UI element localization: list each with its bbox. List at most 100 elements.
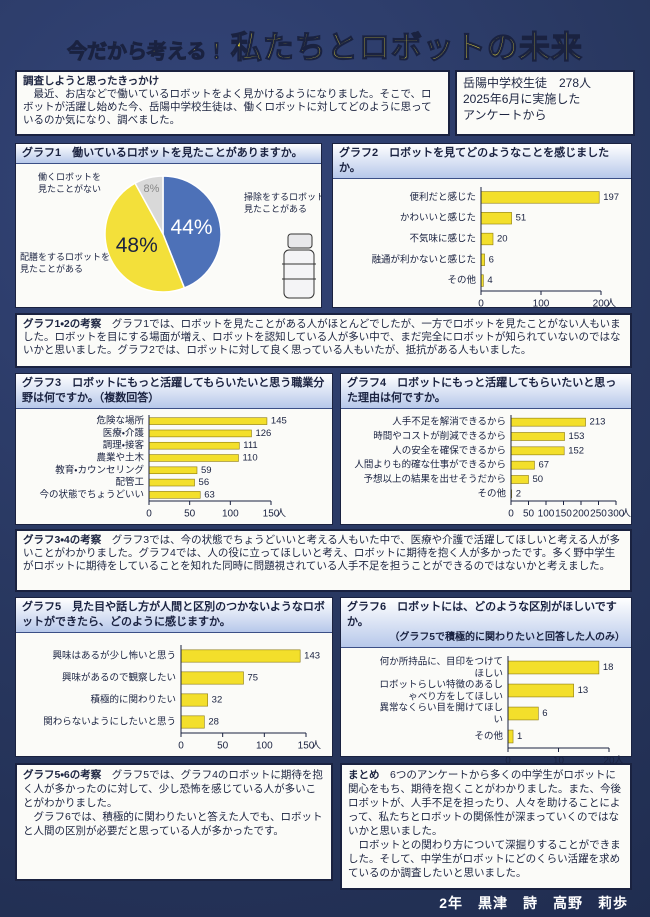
value-label: 51 — [516, 213, 527, 224]
value-label: 18 — [603, 662, 614, 673]
bar — [180, 715, 205, 729]
x-tick-label: 200 — [573, 509, 590, 520]
pie-value-label: 8% — [144, 183, 160, 195]
category-label: 調理・接客 — [103, 439, 145, 451]
x-axis-label: 人 — [614, 756, 624, 767]
bar — [480, 212, 512, 225]
x-tick-label: 50 — [523, 509, 535, 520]
value-label: 63 — [204, 489, 215, 500]
x-tick-label: 100 — [256, 741, 273, 752]
title: 今だから考える！ 私たちとロボットの未来 — [0, 22, 650, 67]
pie-slice — [104, 182, 186, 293]
intro-heading: 調査しようと思ったきっかけ — [23, 75, 160, 87]
category-label: ロボットらしい特徴のあるしゃべり方をしてほしい — [379, 678, 503, 702]
x-tick-label: 50 — [184, 509, 196, 520]
bar — [180, 671, 244, 685]
category-label: 人の安全を確保できるから — [392, 444, 506, 456]
bar — [480, 232, 494, 246]
value-label: 20 — [497, 234, 508, 245]
value-label: 6 — [489, 254, 494, 265]
bar — [510, 417, 586, 427]
x-tick-label: 10 — [553, 756, 565, 767]
robot-head — [287, 233, 313, 249]
bar — [148, 466, 198, 475]
chart-title: グラフ3 ロボットにもっと活躍してもらいたいと思う職業分野は何ですか。（複数回答… — [16, 374, 332, 409]
title-lead: 今だから考える！ — [67, 41, 227, 64]
x-axis-label: 人 — [606, 299, 616, 310]
value-label: 32 — [212, 695, 223, 706]
value-label: 111 — [243, 440, 257, 451]
category-label: 配管工 — [115, 476, 144, 488]
chart-title: グラフ1 働いているロボットを見たことがありますか。 — [16, 144, 321, 164]
x-tick-label: 0 — [508, 509, 514, 520]
category-label: その他 — [447, 274, 476, 286]
chart-panel: グラフ2 ロボットを見てどのようなことを感じましたか。 便利だと感じた 197 かわ… — [332, 143, 632, 310]
pie-category-label: 働くロボットを見たことがない — [38, 171, 101, 194]
chart-panel: グラフ3 ロボットにもっと活躍してもらいたいと思う職業分野は何ですか。（複数回答… — [15, 373, 333, 525]
bar — [480, 191, 600, 204]
discussion-body: グラフ5では、グラフ4のロボットに期待を抱く人が多かったのに対して、少し恐怖を感… — [23, 769, 323, 809]
x-tick-label: 150 — [555, 509, 572, 520]
x-axis-label: 人 — [621, 509, 631, 520]
summary-body: 6つのアンケートから多くの中学生がロボットに関心をもち、期待を抱くことがわかりま… — [348, 769, 621, 837]
x-tick-label: 0 — [505, 756, 511, 767]
intro-body: 最近、お店などで働いているロボットをよく見かけるようになりました。そこで、ロボッ… — [23, 88, 432, 126]
bar — [148, 491, 201, 499]
survey-box: 岳陽中学校生徒 278人 2025年6月に実施した アンケートから — [455, 70, 635, 136]
pie-value-label: 48% — [116, 234, 158, 257]
value-label: 197 — [603, 192, 619, 203]
summary-body: ロボットとの関わり方について深掘りすることができました。そして、中学生がロボット… — [348, 839, 621, 879]
pie-category-label: 配膳をするロボットを見たことがある — [20, 251, 110, 274]
value-label: 145 — [271, 416, 287, 427]
category-label: 融通が利かないと感じた — [371, 253, 476, 265]
value-label: 75 — [248, 673, 259, 684]
value-label: 13 — [578, 685, 589, 696]
value-label: 59 — [201, 465, 212, 476]
pie-slice — [134, 175, 164, 235]
category-label: かわいいと感じた — [400, 212, 476, 224]
category-label: 不気味に感じた — [409, 233, 476, 245]
chart-title: グラフ2 ロボットを見てどのようなことを感じましたか。 — [333, 144, 631, 179]
chart-panel: グラフ5 見た目や話し方が人間と区別のつかないようなロボットができたら、どのよう… — [15, 597, 333, 757]
bar — [510, 432, 565, 441]
category-label: 医療・介護 — [103, 427, 145, 439]
chart-panel: グラフ4 ロボットにもっと活躍してもらいたいと思った理由は何ですか。 人手不足を… — [340, 373, 632, 525]
value-label: 126 — [255, 428, 271, 439]
value-label: 153 — [569, 431, 585, 442]
x-tick-label: 150 — [263, 509, 280, 520]
pie-slice — [162, 175, 222, 289]
value-label: 56 — [199, 477, 210, 488]
value-label: 213 — [590, 417, 606, 428]
x-tick-label: 20 — [603, 756, 615, 767]
category-label: 興味はあるが少し怖いと思う — [52, 650, 176, 662]
summary-heading: まとめ — [348, 769, 380, 781]
chart: 興味はあるが少し怖いと思う 143 興味があるので観察したい 75 積極的に関わりたい 3… — [43, 645, 321, 752]
bar — [510, 460, 535, 470]
x-tick-label: 250 — [590, 509, 607, 520]
survey-line: 2025年6月に実施した — [463, 92, 581, 106]
chart-title: グラフ5 見た目や話し方が人間と区別のつかないようなロボットができたら、どのよう… — [16, 598, 332, 633]
title-main: 私たちとロボットの未来 — [230, 29, 583, 65]
category-label: 人間よりも的確な仕事ができるから — [354, 459, 506, 471]
summary-box: まとめ 6つのアンケートから多くの中学生がロボットに関心をもち、期待を抱くことが… — [340, 763, 632, 890]
category-label: その他 — [477, 487, 506, 499]
discussion-body: グラフ3では、今の状態でちょうどいいと考える人もいた中で、医療や介護で活躍してほ… — [23, 534, 621, 572]
summary-first: まとめ 6つのアンケートから多くの中学生がロボットに関心をもち、期待を抱くことが… — [348, 768, 624, 838]
discussion-first: グラフ5・6の考察 グラフ5では、グラフ4のロボットに期待を抱く人が多かったのに… — [23, 768, 325, 810]
chart-panel: グラフ1 働いているロボットを見たことがありますか。 44% 掃除をするロボットを… — [15, 143, 334, 308]
x-axis-label: 人 — [311, 741, 321, 752]
bar — [148, 441, 240, 450]
category-label: 危険な場所 — [96, 415, 144, 427]
x-tick-label: 200 — [593, 299, 610, 310]
x-tick-label: 100 — [538, 509, 555, 520]
chart-panel: グラフ6 ロボットには、どのような区別がほしいですか。 （グラフ5で積極的に関わり… — [340, 597, 632, 767]
chart-title: グラフ4 ロボットにもっと活躍してもらいたいと思った理由は何ですか。 — [341, 374, 631, 409]
bar — [480, 253, 485, 266]
x-tick-label: 50 — [217, 741, 229, 752]
chart-title-text: グラフ6 ロボットには、どのような区別がほしいですか。 — [347, 601, 617, 628]
x-tick-label: 100 — [533, 299, 550, 310]
category-label: 積極的に関わりたい — [90, 694, 176, 706]
bar — [148, 429, 252, 438]
x-tick-label: 300 — [608, 509, 625, 520]
survey-line: 岳陽中学校生徒 278人 — [463, 76, 592, 90]
